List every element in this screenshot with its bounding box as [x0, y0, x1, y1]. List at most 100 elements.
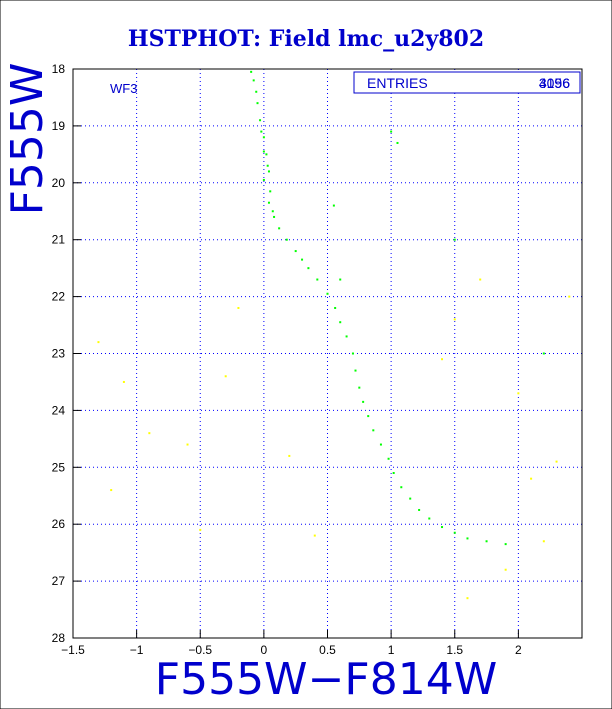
data-point	[517, 392, 520, 395]
data-point	[301, 258, 304, 261]
y-tick-label: 19	[52, 119, 66, 133]
y-axis: 18 19 20 21 22 23 24 25 26 27 28	[52, 62, 81, 645]
data-point	[260, 130, 263, 133]
data-point	[288, 454, 291, 457]
data-point	[148, 432, 151, 435]
data-point	[409, 497, 412, 500]
data-point	[313, 534, 316, 537]
data-point	[568, 295, 571, 298]
data-point	[504, 543, 507, 546]
data-point	[273, 215, 276, 218]
x-tick-label: 0.5	[319, 643, 336, 657]
data-point	[267, 170, 270, 173]
data-point	[285, 238, 288, 241]
x-tick-label: 0	[261, 643, 268, 657]
data-point	[326, 292, 329, 295]
stats-box-frame	[353, 71, 581, 94]
data-point	[278, 227, 281, 230]
data-point	[339, 278, 342, 281]
data-point	[332, 204, 335, 207]
data-point	[294, 250, 297, 253]
data-point	[555, 460, 558, 463]
data-point	[466, 537, 469, 540]
data-point	[122, 380, 125, 383]
x-tick-label: −0.5	[188, 643, 212, 657]
data-point	[250, 70, 253, 73]
data-point	[387, 457, 390, 460]
y-tick-label: 26	[52, 517, 66, 531]
y-tick-label: 27	[52, 574, 66, 588]
data-point	[354, 369, 357, 372]
stats-value-a: 4196	[539, 75, 570, 91]
data-point	[351, 352, 354, 355]
chart-title: HSTPHOT: Field lmc_u2y802	[128, 26, 484, 52]
data-point	[271, 210, 274, 213]
data-point	[345, 335, 348, 338]
data-point	[255, 90, 258, 93]
data-point	[307, 267, 310, 270]
data-point	[466, 597, 469, 600]
data-point	[453, 238, 456, 241]
data-point	[334, 306, 337, 309]
x-axis-label: F555W−F814W	[155, 654, 497, 705]
data-point	[367, 415, 370, 418]
data-point	[362, 400, 365, 403]
y-tick-label: 28	[52, 631, 66, 645]
data-point	[266, 164, 269, 167]
data-point	[224, 375, 227, 378]
data-point	[237, 306, 240, 309]
x-tick-label: −1.5	[61, 643, 85, 657]
data-point	[485, 540, 488, 543]
data-point	[453, 531, 456, 534]
data-point	[256, 102, 259, 105]
data-point	[428, 517, 431, 520]
data-point	[542, 352, 545, 355]
panel-label: WF3	[110, 81, 137, 96]
x-tick-label: 1	[388, 643, 395, 657]
y-tick-label: 23	[52, 347, 66, 361]
data-point	[262, 136, 265, 139]
x-axis: −1.5 −1 −0.5 0 0.5 1 1.5 2	[61, 630, 522, 657]
data-point	[504, 568, 507, 571]
x-tick-label: −1	[130, 643, 144, 657]
stats-label: ENTRIES	[367, 75, 428, 91]
data-point	[110, 489, 113, 492]
data-point	[400, 486, 403, 489]
data-point	[267, 201, 270, 204]
stats-value-b: 3056	[539, 75, 570, 91]
data-point	[542, 540, 545, 543]
data-point	[530, 477, 533, 480]
data-point	[379, 443, 382, 446]
data-point	[441, 526, 444, 529]
data-points	[97, 70, 571, 600]
data-point	[259, 119, 262, 122]
data-point	[262, 150, 265, 153]
y-tick-label: 25	[52, 460, 66, 474]
y-tick-label: 21	[52, 233, 66, 247]
data-point	[97, 341, 100, 344]
grid-lines	[73, 69, 582, 638]
data-point	[262, 178, 265, 181]
data-point	[479, 278, 482, 281]
data-point	[339, 321, 342, 324]
data-point	[252, 79, 255, 82]
data-point	[441, 358, 444, 361]
data-point	[390, 130, 393, 133]
y-tick-label: 18	[52, 62, 66, 76]
data-point	[316, 278, 319, 281]
data-point	[453, 318, 456, 321]
data-point	[186, 443, 189, 446]
data-point	[265, 153, 268, 156]
data-point	[392, 471, 395, 474]
data-point	[372, 429, 375, 432]
y-tick-label: 24	[52, 403, 66, 417]
x-tick-label: 2	[515, 643, 522, 657]
stats-box: ENTRIES 4196 3056	[353, 71, 581, 94]
y-axis-label: F555W	[2, 63, 53, 216]
data-point	[358, 386, 361, 389]
data-point	[269, 190, 272, 193]
x-tick-label: 1.5	[446, 643, 463, 657]
data-point	[199, 528, 202, 531]
